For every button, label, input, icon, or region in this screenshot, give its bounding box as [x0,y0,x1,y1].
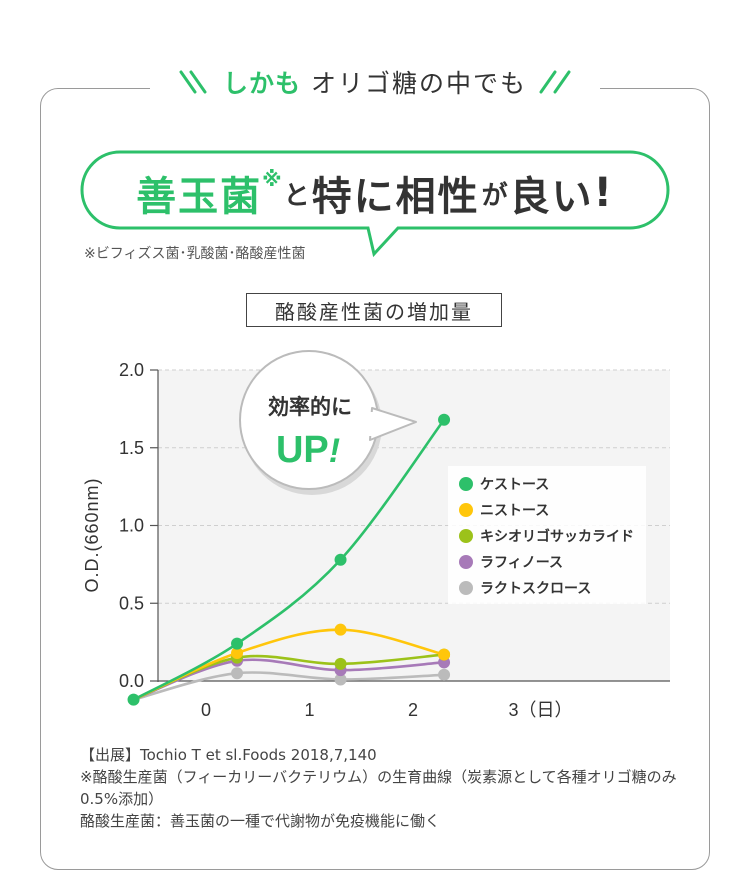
chart-title: 酪酸産性菌の増加量 [246,293,502,327]
legend-swatch-raffinose [459,555,473,569]
headline-part2: 特に相性 [311,174,480,220]
headline-speech-bubble [80,150,670,258]
source-citation: 【出展】Tochio T et sl.Foods 2018,7,140 [80,746,377,764]
y-tick-label: 2.0 [119,360,144,380]
data-point-lactosucrose [334,673,347,686]
x-tick-label: 0 [201,700,211,720]
data-point-kestose [231,637,244,650]
callout-line1: 効率的に [268,395,352,419]
legend-label-raffinose: ラフィノース [480,554,563,570]
legend-label-nystose: ニストース [480,502,549,518]
footnote-definition: 酪酸生産菌：善玉菌の一種で代謝物が免疫機能に働く [80,812,441,830]
footer-notes: 【出展】Tochio T et sl.Foods 2018,7,140 ※酪酸生… [80,744,680,832]
legend-swatch-nystose [459,503,473,517]
legend-label-kestose: ケストース [480,476,549,492]
footnote-growth-curve: ※酪酸生産菌（フィーカリーバクテリウム）の生育曲線（炭素源として各種オリゴ糖のみ… [80,768,677,808]
data-point-nystose [438,648,451,661]
data-point-xylo [334,657,347,670]
headline-ga: が [481,180,508,211]
y-axis-label: O.D.(660nm) [82,477,102,592]
series-points [127,413,451,706]
data-point-kestose [334,553,347,566]
y-tick-label: 0.0 [119,671,144,691]
bacteria-note: ※ビフィズス菌･乳酸菌･酪酸産性菌 [84,246,306,262]
y-tick-label: 1.5 [119,438,144,458]
decorative-slash-left-icon [179,70,207,94]
grid-lines [158,369,670,604]
headline-green: 善玉菌 [136,174,263,220]
callout-up: UP [276,429,329,471]
data-point-kestose [438,413,451,426]
headline: 善玉菌 ※ と特に相性が良い! [80,162,670,224]
x-tick-labels: 0 1 2 3（日） [201,700,573,720]
series-lines [132,418,446,701]
data-point-origin [127,693,140,706]
y-tick-label: 1.0 [119,516,144,536]
butyrate-chart: 2.0 1.5 1.0 0.5 0.0 0 1 2 3（日） O.D.(660nm) ケストー… [82,350,670,720]
heading-highlight: しかも [222,69,301,98]
data-point-lactosucrose [438,668,451,681]
series-line-kestose [132,418,446,701]
headline-to: と [283,180,310,211]
headline-part3: 良い [509,174,594,220]
legend-label-xylo: キシオリゴサッカライド [480,528,634,544]
decorative-slash-right-icon [539,70,571,94]
legend-swatch-xylo [459,529,473,543]
x-tick-label: 1 [304,700,314,720]
y-tick-labels: 2.0 1.5 1.0 0.5 0.0 [119,360,158,691]
callout-mark: ! [329,432,340,470]
heading-text: オリゴ糖の中でも [311,69,528,98]
y-tick-label: 0.5 [119,593,144,613]
data-point-nystose [334,623,347,636]
legend-label-lactosucrose: ラクトスクロース [480,580,591,596]
legend-swatch-kestose [459,477,473,491]
series-line-lactosucrose [133,671,445,701]
legend-swatch-lactosucrose [459,581,473,595]
data-point-nystose [231,647,244,660]
section-heading: しかも オリゴ糖の中でも [150,60,600,104]
x-tick-label: 2 [408,700,418,720]
headline-mark: ※ [262,167,282,191]
legend-box [448,466,646,604]
callout-bubble: 効率的に UP! [239,350,417,495]
x-tick-label: 3（日） [508,700,572,720]
headline-exclaim: ! [593,170,614,216]
data-point-lactosucrose [231,667,244,680]
callout-line2: UP! [276,429,340,471]
